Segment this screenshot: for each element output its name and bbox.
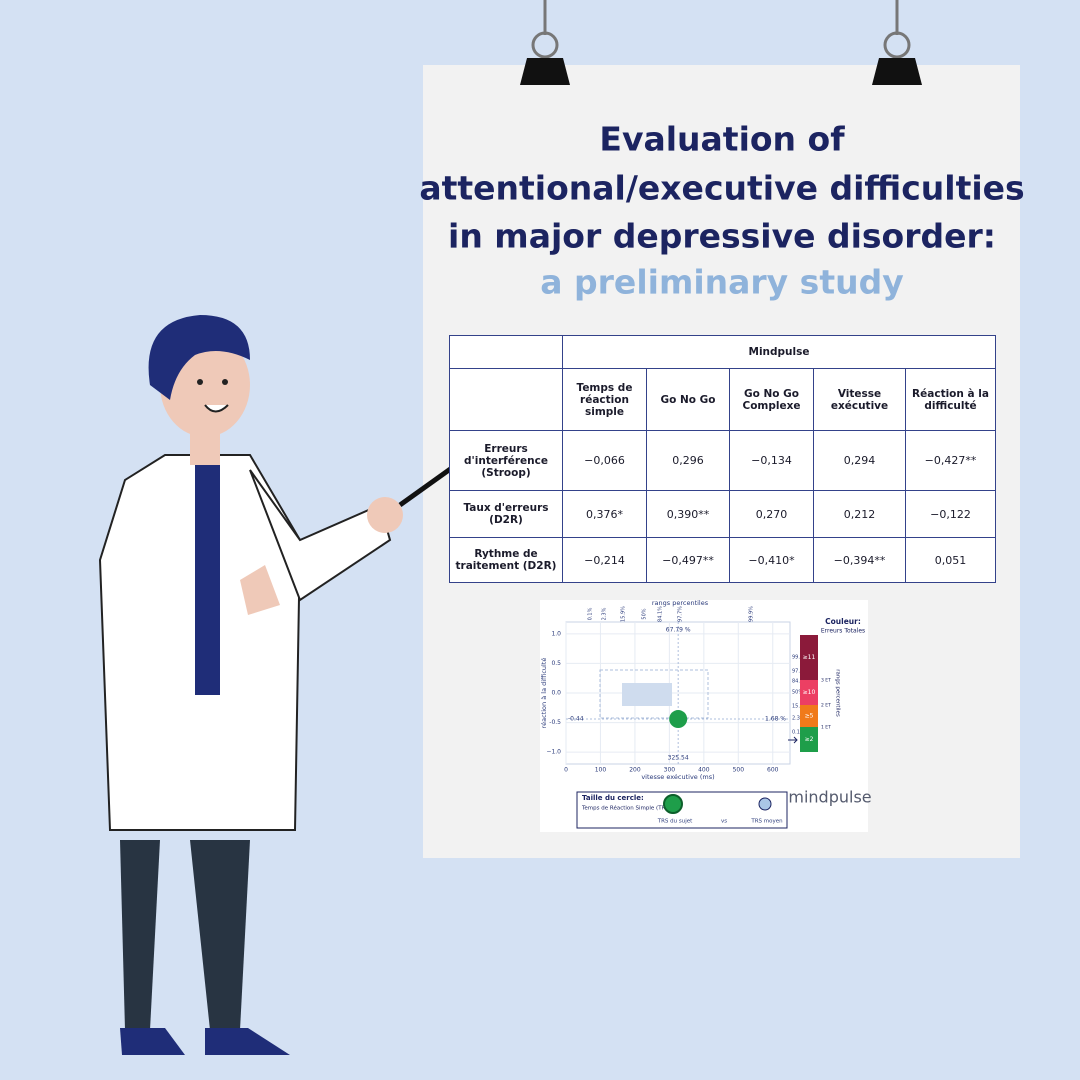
table-cell: 0,376* (562, 490, 647, 538)
legend-swatch (800, 680, 818, 705)
x-tick-label: 600 (767, 767, 779, 774)
sd-label: 2 ET (821, 703, 831, 709)
doctor-illustration (98, 315, 532, 1055)
table-row: Mindpulse (449, 335, 997, 369)
percentile-label: 0.1% (792, 730, 805, 736)
size-legend-label: TRS moyen (750, 819, 783, 825)
x-tick-label: 100 (595, 767, 607, 774)
point-y-label: -0.44 (568, 716, 584, 723)
percentile-label: 15.9% (621, 606, 627, 622)
table-row: Temps de réaction simple Go No Go Go No Go… (449, 368, 997, 431)
table-cell: 0,270 (729, 490, 814, 538)
legend-arrow (788, 736, 798, 744)
percentile-label: 50% (792, 690, 803, 696)
y-tick-label: 0.5 (551, 660, 561, 667)
table-row: Taux d'erreurs (D2R) 0,376* 0,390** 0,270 0,… (449, 490, 997, 538)
legend-label: ≥10 (803, 689, 816, 696)
table-cell: 0,296 (646, 430, 730, 491)
y-tick-label: −1.0 (546, 749, 561, 756)
size-sample (758, 797, 772, 811)
table-cell: −0,214 (562, 537, 647, 583)
annotation: 67.79 % (666, 627, 691, 634)
x-tick-label: 0 (564, 767, 568, 774)
table-cell: −0,427** (904, 430, 997, 491)
brand: mindpulse (788, 788, 871, 807)
table-cell: −0,394** (813, 537, 906, 583)
legend-axis-label: rangs percentiles (835, 669, 841, 717)
sd-label: 1 ET (821, 725, 831, 731)
y-tick-label: 1.0 (551, 630, 561, 637)
legend-swatch (800, 727, 818, 752)
column-header: Go No Go (646, 368, 730, 431)
column-header: Vitesse exécutive (813, 368, 906, 431)
title-line: Evaluation of (599, 120, 845, 159)
data-point (669, 710, 688, 729)
size-legend-label: vs (721, 819, 727, 825)
percentile-label: 0.1% (588, 607, 594, 620)
table-row: Erreurs d'interférence (Stroop) −0,066 0,2… (449, 430, 997, 491)
y-axis-label: réaction à la difficulté (540, 658, 548, 729)
table-cell: 0,051 (904, 537, 997, 583)
percentile-label: 84.1% (658, 606, 664, 622)
table-cell: 0,212 (813, 490, 906, 538)
table-cell: 0,390** (646, 490, 730, 538)
table-cell: −0,122 (904, 490, 997, 538)
title-line: in major depressive disorder: (448, 217, 996, 256)
percentile-label: 99.9% (749, 606, 755, 622)
column-header: Go No Go Complexe (729, 368, 814, 431)
percentile-label: 50% (642, 608, 648, 619)
empty-cell (449, 335, 563, 369)
annotation: 1.68 % (765, 716, 786, 723)
percentile-label: 2.3% (602, 607, 608, 620)
legend-swatch (800, 635, 818, 680)
point-x-label: 325.54 (668, 755, 689, 762)
title-line: attentional/executive difficulties (419, 169, 1024, 208)
x-tick-label: 200 (629, 767, 641, 774)
table-cell: −0,497** (646, 537, 730, 583)
empty-cell (449, 368, 563, 431)
clip (872, 0, 922, 85)
row-label: Erreurs d'interférence (Stroop) (449, 430, 563, 491)
x-tick-label: 300 (664, 767, 676, 774)
top-axis-label: rangs percentiles (652, 599, 709, 607)
results-table: Mindpulse Temps de réaction simple Go No G… (449, 335, 997, 583)
table-cell: −0,410* (729, 537, 814, 583)
legend-subtitle: Erreurs Totales (821, 628, 865, 635)
table-cell: −0,066 (562, 430, 647, 491)
subtitle: a preliminary study (540, 263, 903, 302)
row-label: Taux d'erreurs (D2R) (449, 490, 563, 538)
table-cell: −0,134 (729, 430, 814, 491)
percentile-label: 97.7% (678, 606, 684, 622)
legend-swatch (800, 705, 818, 727)
table-row: Rythme de traitement (D2R) −0,214 −0,497**… (449, 537, 997, 583)
table-cell: 0,294 (813, 430, 906, 491)
legend-label: ≥2 (805, 736, 814, 743)
size-legend-box (576, 791, 788, 829)
legend-label: ≥11 (803, 654, 816, 661)
size-legend-title: Taille du cercle: (582, 794, 644, 802)
norm-box (622, 683, 672, 706)
y-tick-label: -0.5 (549, 719, 561, 726)
row-label: Rythme de traitement (D2R) (449, 537, 563, 583)
size-legend-label: TRS du sujet (657, 819, 693, 825)
x-tick-label: 400 (698, 767, 710, 774)
size-legend-subtitle: Temps de Réaction Simple (TRS) (581, 805, 671, 812)
legend-label: ≥5 (805, 713, 814, 720)
size-sample (663, 794, 683, 814)
clip (520, 0, 570, 85)
column-header: Temps de réaction simple (562, 368, 647, 431)
sd-label: 3 ET (821, 678, 831, 684)
reference-box (599, 669, 709, 719)
column-header: Réaction à la difficulté (904, 368, 997, 431)
legend-title: Couleur: (825, 617, 861, 626)
y-tick-label: 0.0 (551, 690, 561, 697)
x-axis-label: vitesse exécutive (ms) (641, 773, 714, 781)
x-tick-label: 500 (733, 767, 745, 774)
percentile-label: 2.3% (792, 716, 805, 722)
group-header: Mindpulse (561, 335, 997, 369)
